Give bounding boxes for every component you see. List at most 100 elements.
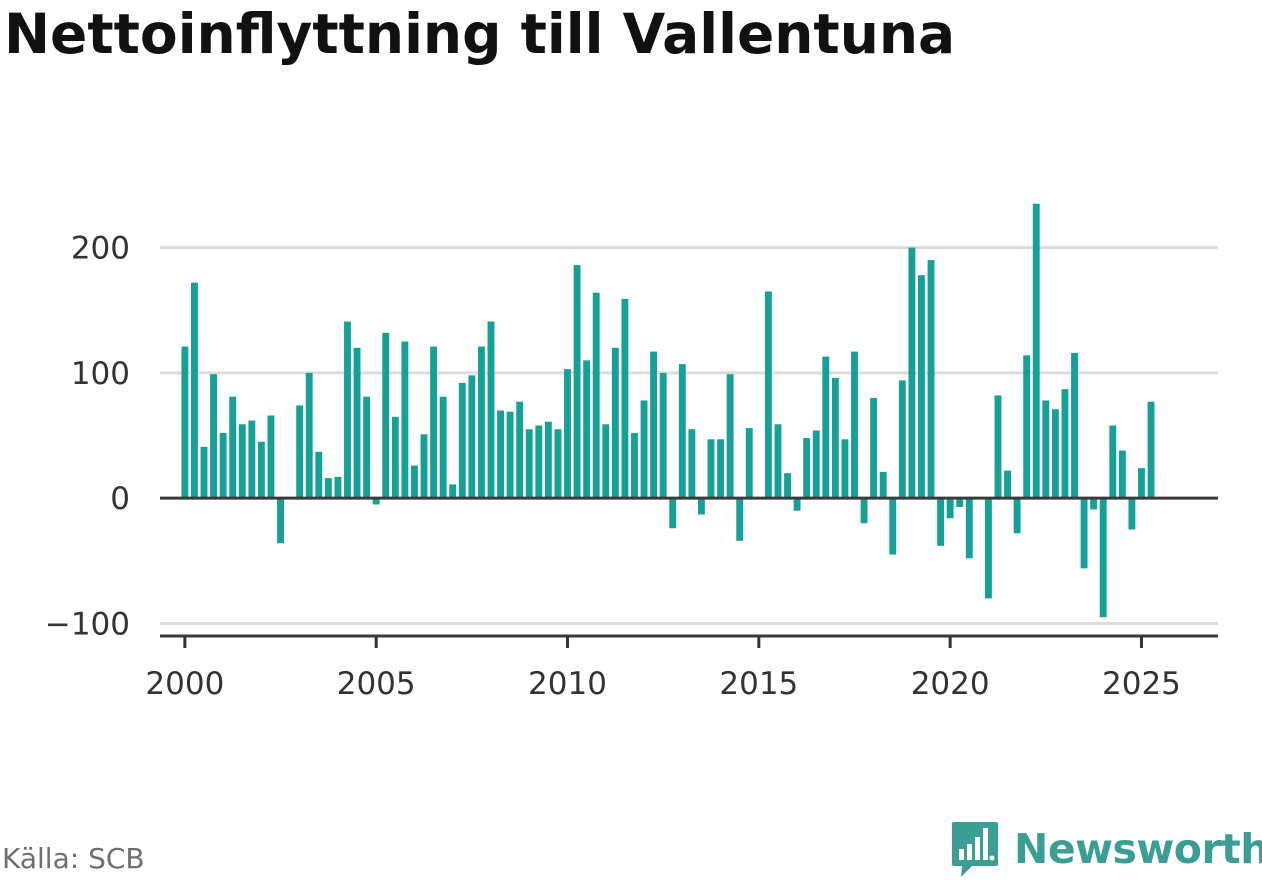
bar-26 — [430, 346, 438, 499]
bar-66 — [812, 430, 820, 499]
bar-8 — [257, 441, 265, 499]
bar-1 — [190, 282, 198, 499]
y-tick-label: −100 — [45, 606, 130, 642]
bar-76 — [908, 247, 916, 499]
bar-93 — [1071, 352, 1078, 499]
bar-5 — [229, 396, 237, 499]
bar-97 — [1109, 425, 1117, 499]
bar-89 — [1032, 203, 1040, 499]
bar-58 — [736, 498, 744, 541]
bar-12 — [296, 405, 304, 499]
bar-72 — [870, 397, 878, 499]
bar-43 — [592, 292, 600, 499]
bar-84 — [984, 498, 992, 599]
bar-10 — [277, 498, 284, 544]
bar-41 — [573, 265, 581, 499]
bar-29 — [458, 382, 466, 499]
bar-34 — [506, 411, 514, 499]
bar-61 — [764, 291, 772, 499]
bar-16 — [334, 476, 342, 499]
y-tick-label: 200 — [71, 231, 130, 267]
bar-53 — [688, 429, 696, 499]
bar-62 — [774, 424, 782, 499]
bar-73 — [879, 471, 887, 499]
bar-17 — [344, 321, 351, 499]
bar-68 — [831, 377, 839, 499]
bar-64 — [793, 498, 801, 511]
chart-title: Nettoinflyttning till Vallentuna — [4, 2, 956, 66]
bar-85 — [994, 395, 1002, 499]
bar-82 — [965, 498, 973, 559]
bar-4 — [219, 433, 227, 499]
bar-99 — [1128, 498, 1136, 530]
bar-7 — [248, 420, 256, 499]
y-tick-label: 0 — [110, 481, 130, 517]
bar-91 — [1051, 409, 1059, 499]
bar-70 — [851, 351, 858, 499]
bar-20 — [372, 498, 380, 505]
x-tick-label: 2000 — [145, 666, 224, 702]
bar-52 — [678, 364, 686, 499]
bar-71 — [860, 498, 868, 524]
bar-92 — [1061, 389, 1069, 499]
bar-37 — [535, 425, 543, 499]
y-tick-label: 100 — [71, 356, 130, 392]
bar-24 — [411, 465, 418, 499]
bar-74 — [889, 498, 897, 555]
bar-2 — [200, 446, 208, 499]
bar-0 — [181, 346, 189, 499]
bar-65 — [803, 438, 811, 499]
bar-59 — [745, 428, 753, 499]
bar-77 — [918, 275, 925, 499]
bars — [181, 203, 1155, 618]
bar-49 — [650, 351, 658, 499]
x-tick-label: 2010 — [528, 666, 607, 702]
bar-33 — [497, 410, 504, 499]
bar-18 — [353, 347, 361, 499]
bar-25 — [420, 434, 428, 499]
bar-63 — [784, 473, 791, 499]
bar-44 — [602, 424, 610, 499]
bar-19 — [363, 396, 371, 499]
bar-14 — [315, 451, 323, 499]
bar-75 — [898, 380, 906, 499]
bar-48 — [640, 400, 648, 499]
x-tick-label: 2015 — [719, 666, 798, 702]
bar-87 — [1013, 498, 1021, 534]
axes — [160, 496, 1218, 648]
brand-logo: Newsworthy — [950, 818, 1262, 880]
grid-lines — [160, 246, 1218, 625]
bar-78 — [927, 260, 935, 499]
bar-30 — [468, 375, 476, 499]
bar-81 — [956, 498, 964, 507]
x-tick-label: 2025 — [1102, 666, 1181, 702]
x-tick-label: 2005 — [337, 666, 416, 702]
bar-69 — [841, 439, 849, 499]
bar-13 — [305, 372, 313, 499]
bar-46 — [621, 298, 629, 499]
bar-98 — [1118, 450, 1126, 499]
brand-name: Newsworthy — [1014, 825, 1262, 873]
bar-40 — [564, 369, 571, 499]
bar-23 — [401, 341, 409, 499]
bar-35 — [516, 401, 524, 499]
bar-38 — [544, 421, 552, 499]
bar-86 — [1004, 470, 1011, 499]
bar-42 — [583, 360, 591, 499]
bar-3 — [210, 374, 218, 499]
bar-55 — [707, 439, 715, 499]
bar-100 — [1138, 468, 1145, 499]
bar-45 — [611, 347, 619, 499]
bar-31 — [477, 346, 485, 499]
bar-80 — [946, 498, 954, 519]
bar-6 — [238, 424, 246, 499]
bar-95 — [1090, 498, 1098, 510]
source-note: Källa: SCB — [2, 842, 145, 875]
bar-36 — [525, 429, 533, 499]
bar-15 — [324, 478, 332, 499]
bar-88 — [1023, 355, 1031, 499]
bar-57 — [726, 374, 734, 499]
bar-90 — [1042, 400, 1050, 499]
newsworthy-logo-icon — [952, 822, 998, 877]
bar-101 — [1147, 401, 1155, 499]
